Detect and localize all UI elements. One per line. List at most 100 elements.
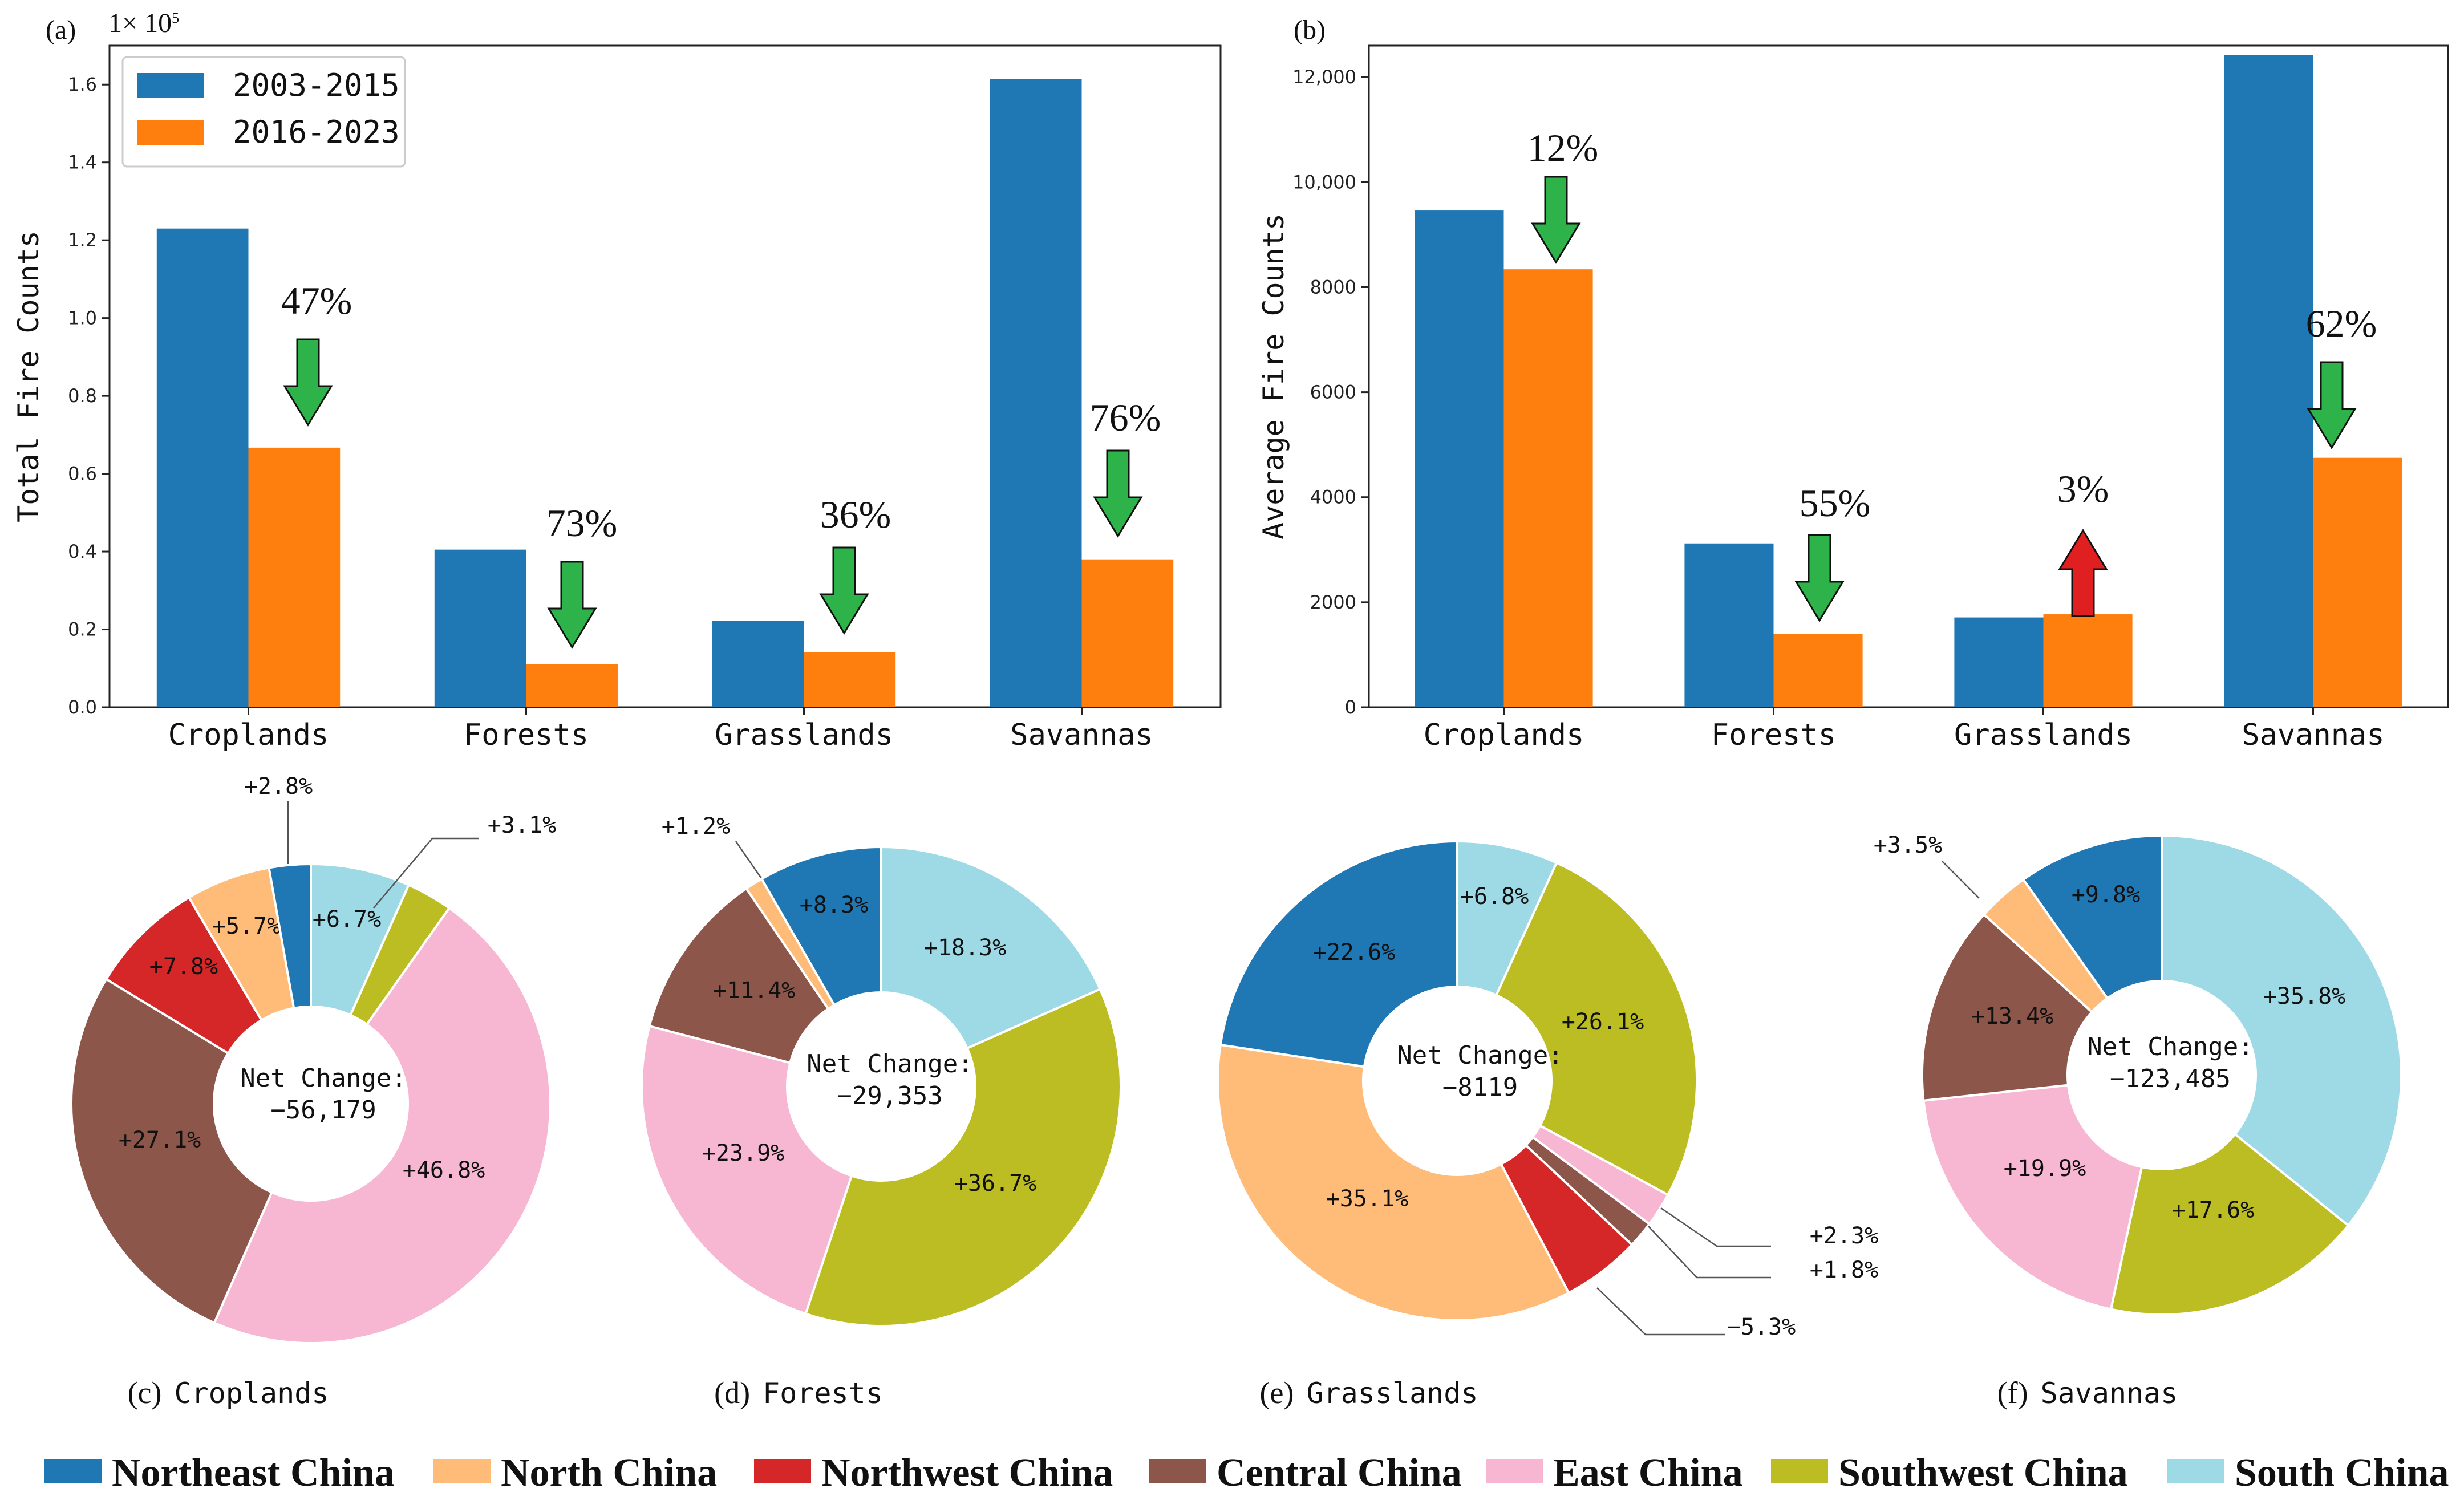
- y-axis-label: Total Fire Counts: [12, 230, 45, 522]
- slice-northeast-china: [2021, 834, 2163, 1000]
- down-arrow-icon: [1531, 176, 1581, 264]
- slice-label-central-china: +11.4%: [713, 978, 796, 1004]
- slice-label-east-china: +19.9%: [2004, 1156, 2086, 1182]
- donut-chart-d: +18.3% +36.7% +23.9% +11.4% +1.2% +8.3% Net Ch…: [641, 813, 1122, 1410]
- slice-central-china: [1921, 913, 2094, 1102]
- net-change-label: Net Change:: [2087, 1032, 2253, 1061]
- x-tick-label: Croplands: [168, 718, 329, 752]
- subplot-title-name: Grasslands: [1306, 1377, 1478, 1410]
- slice-northeast-china: [760, 845, 882, 1007]
- axis-multiplier: 1× 105: [108, 8, 179, 38]
- y-tick-label: 1.0: [68, 307, 97, 329]
- donut-chart-c: +6.7% +3.1% +46.8% +27.1% +7.8% +5.7% +2.8% Net…: [70, 773, 556, 1410]
- slice-label-central-china: +13.4%: [1971, 1003, 2054, 1029]
- slice-label-north-china: +3.5%: [1874, 832, 1942, 858]
- subplot-title-letter: (f): [1997, 1376, 2028, 1410]
- change-percent-label: 62%: [2306, 302, 2377, 345]
- bar-savannas-2016-2023: [1081, 559, 1174, 707]
- slice-label-northeast-china: +9.8%: [2072, 882, 2140, 908]
- change-percent-label: 47%: [281, 279, 352, 322]
- y-tick-label: 12,000: [1292, 66, 1356, 88]
- legend-label-north-china: North China: [501, 1451, 717, 1495]
- bar-savannas-2003-2015: [990, 79, 1082, 707]
- slice-northeast-china: [268, 862, 312, 1010]
- down-arrow-icon: [547, 561, 597, 649]
- bar-chart-b: 0 2000 4000 6000 8000 10,000 12,000 Croplands 12…: [1257, 15, 2449, 752]
- slice-label-northwest-china: −5.3%: [1727, 1314, 1796, 1340]
- legend-label-central-china: Central China: [1217, 1451, 1462, 1495]
- x-tick-label: Forests: [464, 718, 589, 752]
- slice-south-china: [2161, 834, 2402, 1227]
- bar-croplands-2003-2015: [156, 228, 249, 707]
- y-tick-label: 0.0: [68, 696, 97, 718]
- legend-label-south-china: South China: [2235, 1451, 2449, 1495]
- y-tick-label: 1.4: [68, 152, 97, 173]
- y-tick-label: 1.6: [68, 74, 97, 95]
- legend-swatch-2003-2015: [137, 73, 204, 98]
- legend-swatch-southwest-china: [1771, 1459, 1828, 1483]
- slice-northeast-china: [1219, 840, 1458, 1068]
- leader-line: [1648, 1226, 1771, 1279]
- net-change-value: −29,353: [837, 1081, 942, 1110]
- bar-grasslands-2003-2015: [1954, 617, 2044, 707]
- subplot-title-name: Savannas: [2041, 1377, 2178, 1410]
- slice-label-southwest-china: +17.6%: [2172, 1197, 2255, 1223]
- net-change-value: −123,485: [2110, 1064, 2231, 1093]
- bar-chart-a: 0.0 0.2 0.4 0.6 0.8 1.0 1.2 1.4 1.6 Croplands 47% F…: [12, 8, 1222, 752]
- x-tick-label: Croplands: [1424, 718, 1584, 752]
- slice-label-southwest-china: +36.7%: [954, 1170, 1037, 1197]
- subplot-title: (f) Savannas: [1997, 1376, 2178, 1410]
- y-tick-label: 1.2: [68, 229, 97, 251]
- legend-label-southwest-china: Southwest China: [1838, 1451, 2128, 1495]
- region-legend: Northeast China North China Northwest Chin…: [44, 1451, 2449, 1495]
- legend-label-northwest-china: Northwest China: [821, 1451, 1113, 1495]
- y-tick-label: 0.8: [68, 385, 97, 407]
- net-change-label: Net Change:: [1397, 1041, 1563, 1070]
- y-tick-label: 0.4: [68, 541, 97, 562]
- y-tick-label: 4000: [1310, 487, 1356, 508]
- down-arrow-icon: [2307, 361, 2357, 449]
- slice-east-china: [1922, 1084, 2143, 1311]
- plot-frame: [1368, 44, 2449, 708]
- donut-chart-f: +35.8% +17.6% +19.9% +13.4% +3.5% +9.8% Net Ch…: [1874, 832, 2402, 1410]
- bar-croplands-2016-2023: [248, 447, 341, 707]
- slice-central-china: [648, 887, 830, 1064]
- y-tick-label: 0.6: [68, 463, 97, 485]
- y-tick-label: 2000: [1310, 591, 1356, 613]
- bar-forests-2016-2023: [1773, 634, 1863, 707]
- y-tick-label: 0.2: [68, 619, 97, 640]
- panel-label: (b): [1294, 15, 1326, 45]
- y-tick-label: 0: [1345, 696, 1356, 718]
- down-arrow-icon: [1794, 534, 1845, 622]
- bar-savannas-2003-2015: [2224, 55, 2313, 708]
- legend-swatch-northwest-china: [754, 1459, 811, 1483]
- slice-label-central-china: +27.1%: [119, 1127, 201, 1153]
- leader-line: [1660, 1207, 1771, 1247]
- subplot-title: (d) Forests: [714, 1376, 883, 1410]
- subplot-title: (e) Grasslands: [1260, 1376, 1478, 1410]
- subplot-title-name: Forests: [763, 1377, 883, 1410]
- down-arrow-icon: [819, 546, 869, 635]
- slice-label-north-china: +5.7%: [212, 913, 281, 939]
- bar-grasslands-2003-2015: [712, 621, 804, 707]
- slice-central-china: [70, 977, 274, 1325]
- slice-label-central-china: +1.8%: [1810, 1257, 1878, 1283]
- legend-label: 2003-2015: [233, 67, 400, 103]
- bar-croplands-2016-2023: [1503, 269, 1593, 707]
- change-percent-label: 36%: [820, 493, 891, 536]
- subplot-title-letter: (d): [714, 1376, 750, 1410]
- net-change-label: Net Change:: [807, 1049, 972, 1079]
- slice-label-north-china: +35.1%: [1326, 1186, 1409, 1212]
- slice-label-southwest-china: +3.1%: [488, 812, 556, 838]
- leader-line: [1596, 1287, 1725, 1336]
- slice-label-south-china: +35.8%: [2263, 983, 2346, 1010]
- leader-line: [373, 837, 479, 909]
- slice-label-south-china: +18.3%: [924, 935, 1007, 961]
- slice-label-northeast-china: +2.8%: [244, 773, 313, 800]
- slice-east-china: [641, 1024, 853, 1316]
- bar-savannas-2016-2023: [2313, 457, 2402, 707]
- change-percent-label: 73%: [546, 501, 618, 545]
- slice-label-east-china: +46.8%: [403, 1157, 485, 1183]
- legend-label-east-china: East China: [1553, 1451, 1743, 1495]
